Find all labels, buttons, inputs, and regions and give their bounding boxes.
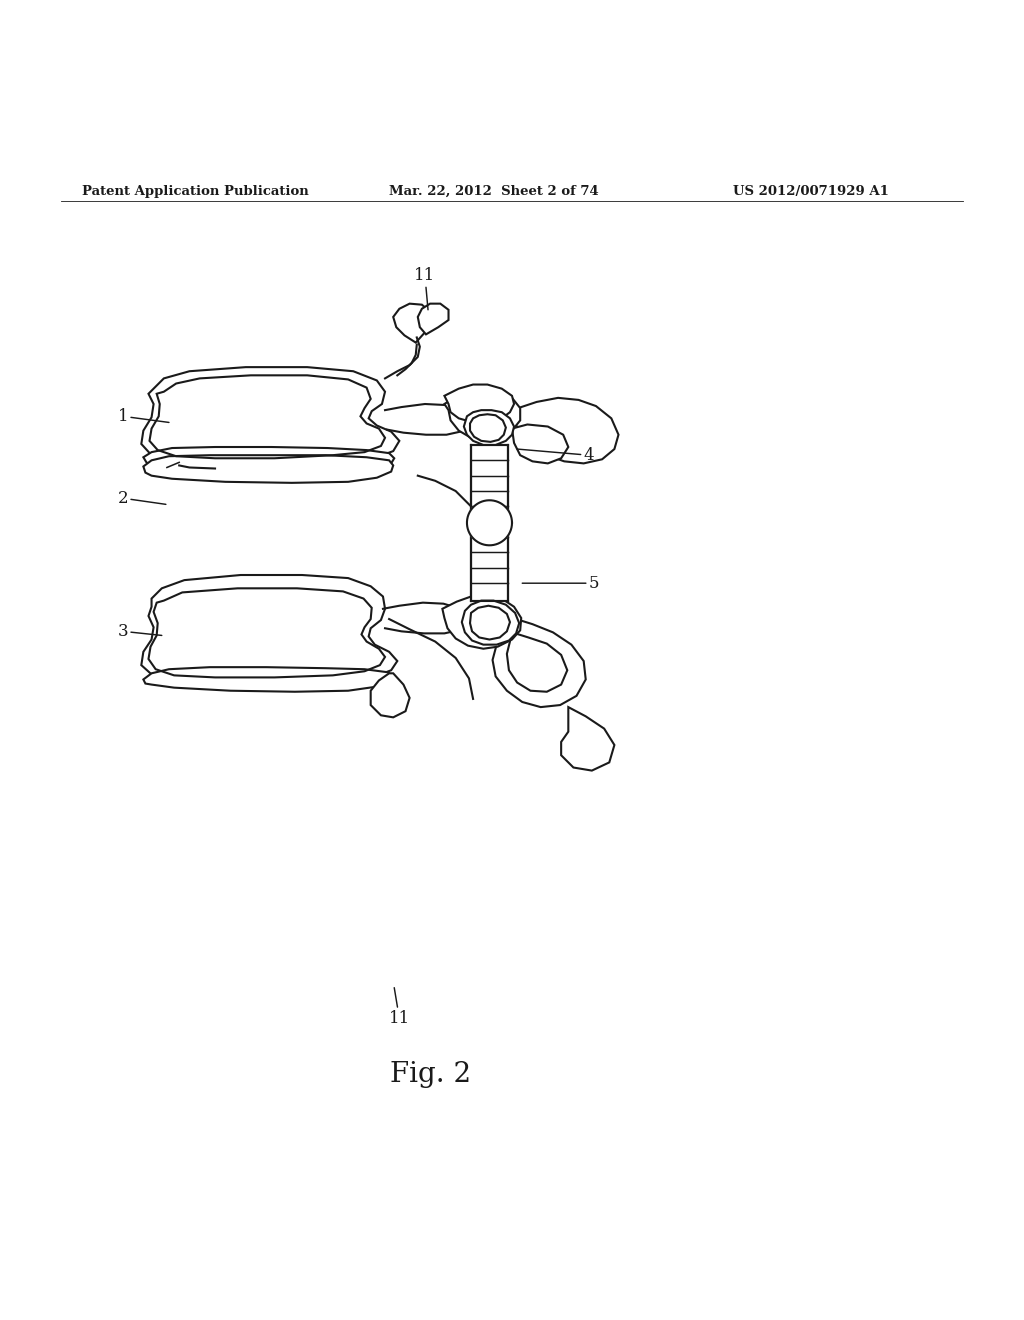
Polygon shape — [507, 632, 567, 692]
Polygon shape — [493, 619, 586, 708]
Polygon shape — [444, 384, 514, 422]
Polygon shape — [444, 389, 520, 440]
Polygon shape — [464, 411, 514, 445]
Polygon shape — [442, 595, 521, 648]
Polygon shape — [471, 445, 508, 601]
Text: Fig. 2: Fig. 2 — [389, 1061, 471, 1088]
Polygon shape — [418, 304, 449, 334]
Text: 4: 4 — [517, 446, 594, 463]
Polygon shape — [393, 304, 432, 343]
Text: 11: 11 — [415, 268, 435, 310]
Polygon shape — [141, 367, 399, 466]
Polygon shape — [561, 708, 614, 771]
Polygon shape — [467, 500, 512, 545]
Text: Patent Application Publication: Patent Application Publication — [82, 185, 308, 198]
Polygon shape — [143, 667, 393, 692]
Polygon shape — [371, 673, 410, 717]
Text: 5: 5 — [522, 574, 599, 591]
Text: 11: 11 — [389, 987, 410, 1027]
Polygon shape — [143, 447, 394, 474]
Text: 1: 1 — [118, 408, 169, 425]
Polygon shape — [512, 425, 568, 463]
Text: 3: 3 — [118, 623, 162, 640]
Polygon shape — [143, 455, 393, 483]
Text: Mar. 22, 2012  Sheet 2 of 74: Mar. 22, 2012 Sheet 2 of 74 — [389, 185, 599, 198]
Polygon shape — [515, 397, 618, 463]
Text: US 2012/0071929 A1: US 2012/0071929 A1 — [733, 185, 889, 198]
Polygon shape — [462, 601, 519, 644]
Polygon shape — [141, 576, 397, 684]
Text: 2: 2 — [118, 490, 166, 507]
